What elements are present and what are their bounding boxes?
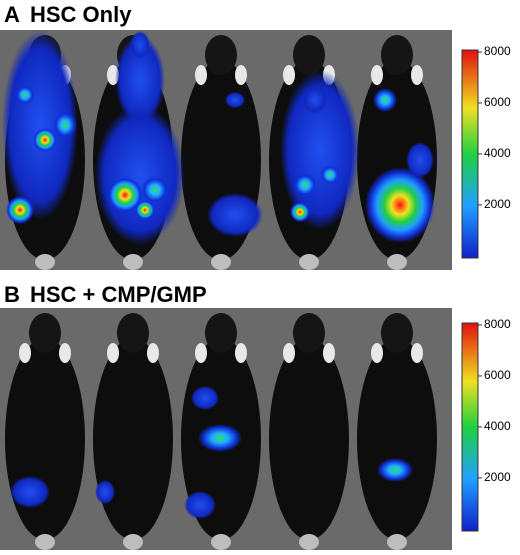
mouse-tail: [387, 534, 407, 550]
mouse-head: [293, 35, 325, 75]
signal: [198, 424, 242, 452]
mouse-ear: [59, 343, 71, 363]
mouse-body: [357, 338, 437, 540]
panel: A HSC Only 2000 4000 6000 8000: [0, 2, 511, 270]
mouse-head: [381, 313, 413, 353]
mouse-body: [93, 338, 173, 540]
mouse-head: [29, 313, 61, 353]
panel: B HSC + CMP/GMP 2000 4000 6000 8000: [0, 282, 511, 550]
mouse-ear: [323, 343, 335, 363]
mouse-tail: [211, 254, 231, 270]
mouse-tail: [387, 254, 407, 270]
colorbar-tick-label: 6000: [484, 368, 511, 382]
signal: [115, 35, 165, 125]
colorbar-tick-label: 8000: [484, 317, 511, 331]
colorbar-tick-label: 4000: [484, 146, 511, 160]
mouse-tail: [35, 534, 55, 550]
panel-title: HSC Only: [30, 2, 132, 27]
colorbar-tick-label: 2000: [484, 197, 511, 211]
signal: [184, 491, 216, 519]
mouse-head: [293, 313, 325, 353]
signal: [365, 167, 435, 243]
mouse-tail: [35, 254, 55, 270]
mouse-tail: [299, 534, 319, 550]
colorbar-tick-label: 6000: [484, 95, 511, 109]
mouse-ear: [283, 65, 295, 85]
mouse-body: [5, 338, 85, 540]
colorbar-tick-label: 8000: [484, 44, 511, 58]
signal: [406, 142, 434, 178]
signal: [33, 128, 57, 152]
signal: [130, 31, 150, 59]
mouse-ear: [147, 343, 159, 363]
signal: [95, 105, 185, 245]
signal: [303, 86, 327, 114]
signal: [95, 480, 115, 504]
signal: [6, 196, 34, 224]
mouse-ear: [19, 343, 31, 363]
panel-letter: A: [4, 2, 20, 27]
signal: [10, 476, 50, 508]
mouse-ear: [235, 343, 247, 363]
mouse-tail: [211, 534, 231, 550]
mouse-tail: [123, 254, 143, 270]
mouse-head: [205, 313, 237, 353]
panel-letter: B: [4, 282, 20, 307]
mouse-ear: [283, 343, 295, 363]
signal: [290, 202, 310, 222]
signal: [320, 165, 340, 185]
mouse-ear: [411, 343, 423, 363]
signal: [135, 200, 155, 220]
mouse-ear: [195, 65, 207, 85]
panel-title: HSC + CMP/GMP: [30, 282, 207, 307]
mouse-ear: [371, 65, 383, 85]
signal: [293, 173, 317, 197]
mouse-head: [381, 35, 413, 75]
mouse-head: [117, 313, 149, 353]
colorbar: [461, 322, 479, 532]
colorbar-tick-label: 4000: [484, 419, 511, 433]
signal: [2, 30, 78, 220]
mouse-ear: [195, 343, 207, 363]
mouse-head: [205, 35, 237, 75]
mouse-tail: [299, 254, 319, 270]
mouse-ear: [371, 343, 383, 363]
signal: [207, 193, 263, 237]
colorbar: [461, 49, 479, 259]
mouse-ear: [235, 65, 247, 85]
colorbar-tick-label: 2000: [484, 470, 511, 484]
signal: [15, 85, 35, 105]
mouse-ear: [411, 65, 423, 85]
signal: [53, 111, 77, 139]
signal: [373, 88, 397, 112]
signal: [377, 458, 413, 482]
signal: [225, 92, 245, 108]
signal: [107, 177, 143, 213]
mouse-body: [269, 338, 349, 540]
mouse-tail: [123, 534, 143, 550]
signal: [191, 386, 219, 410]
signal: [141, 176, 169, 204]
mouse-ear: [107, 343, 119, 363]
